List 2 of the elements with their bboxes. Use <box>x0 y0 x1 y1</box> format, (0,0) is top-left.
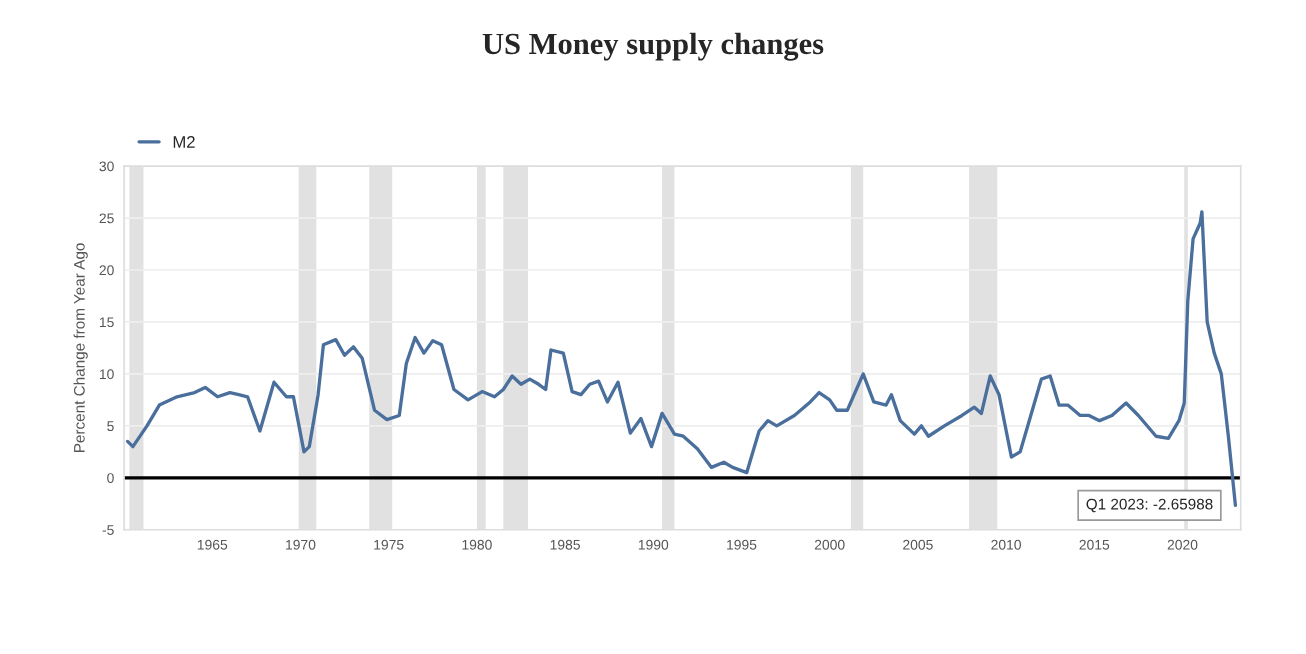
chart-title: US Money supply changes <box>482 32 824 61</box>
legend-label: M2 <box>173 136 195 148</box>
